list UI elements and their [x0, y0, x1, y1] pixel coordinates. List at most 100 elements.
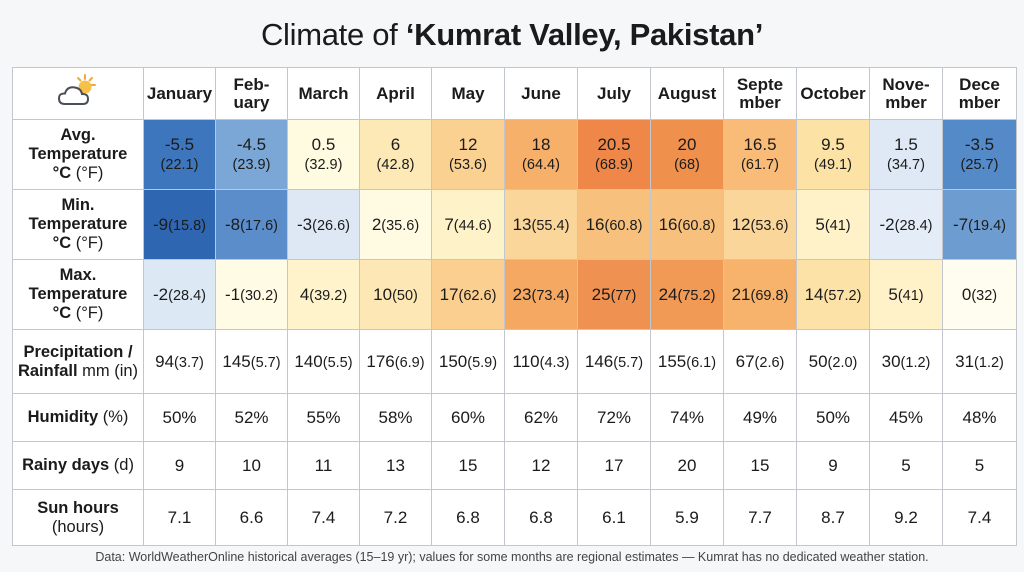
value-secondary: (4.3) [539, 354, 570, 371]
value-primary: -5.5 [164, 134, 195, 154]
value-cell: 5 [942, 441, 1017, 490]
value-secondary: (5.9) [467, 354, 498, 371]
value-cell: 6.6 [215, 489, 288, 546]
value-cell: 4(39.2) [287, 259, 360, 330]
value-cell: 16.5 (61.7) [723, 119, 797, 190]
row-min-temperature: Min. Temperature °C (°F) -9(15.8) -8(17.6)… [12, 189, 1017, 260]
value-primary: 0.5 [311, 134, 336, 154]
title-prefix: Climate of [260, 17, 406, 52]
row-label: Precipitation / Rainfall mm (in) [12, 329, 144, 394]
value-primary: 140 [294, 351, 323, 371]
value-secondary: (1.2) [974, 354, 1004, 371]
value-primary: -9 [152, 214, 169, 234]
value-cell: 52% [215, 393, 288, 442]
value-primary: 6 [390, 134, 401, 154]
value-cell: 16(60.8) [650, 189, 724, 260]
month-header: June [504, 67, 578, 120]
value-cell: 62% [504, 393, 578, 442]
value-cell: 58% [359, 393, 432, 442]
value-cell: 20 (68) [650, 119, 724, 190]
value-secondary: (5.5) [322, 354, 353, 371]
value-primary: -1 [224, 284, 241, 304]
value-secondary: (2.6) [754, 354, 785, 371]
value-secondary: (5.7) [250, 354, 281, 371]
value-secondary: (60.8) [604, 217, 643, 234]
row-label-text: Precipitation / Rainfall [17, 342, 133, 380]
value-secondary: (35.6) [381, 217, 420, 234]
value-secondary: (22.1) [160, 156, 199, 173]
value-secondary: (30.2) [240, 287, 278, 304]
value-cell: -9(15.8) [143, 189, 216, 260]
value-cell: 25(77) [577, 259, 651, 330]
month-header: April [359, 67, 432, 120]
value-cell: 8.7 [796, 489, 870, 546]
value-cell: 15 [723, 441, 797, 490]
page-title: Climate of ‘Kumrat Valley, Pakistan’ [0, 14, 1024, 56]
value-primary: -3.5 [964, 134, 995, 154]
value-primary: 146 [584, 351, 614, 371]
value-cell: 9 [796, 441, 870, 490]
value-primary: 176 [366, 351, 395, 371]
value-cell: 5(41) [796, 189, 870, 260]
row-label: Avg. Temperature °C (°F) [12, 119, 144, 190]
value-secondary: (50) [392, 287, 418, 304]
value-cell: -3(26.6) [287, 189, 360, 260]
value-secondary: (41) [897, 287, 924, 304]
value-cell: 55% [287, 393, 360, 442]
value-secondary: (55.4) [531, 217, 570, 234]
value-cell: -5.5 (22.1) [143, 119, 216, 190]
value-cell: 5.9 [650, 489, 724, 546]
value-primary: 23 [512, 284, 532, 304]
value-secondary: (61.7) [741, 156, 779, 173]
row-label: Max. Temperature °C (°F) [12, 259, 144, 330]
value-cell: 6 (42.8) [359, 119, 432, 190]
value-primary: 155 [657, 351, 687, 371]
value-primary: 2 [371, 214, 382, 234]
value-cell: 24(75.2) [650, 259, 724, 330]
value-primary: -8 [224, 214, 241, 234]
row-label: Sun hours (hours) [12, 489, 144, 546]
row-label-text: Sun hours [37, 498, 119, 517]
value-secondary: (3.7) [174, 354, 204, 371]
row-label: Min. Temperature °C (°F) [12, 189, 144, 260]
value-cell: 45% [869, 393, 943, 442]
value-cell: 67(2.6) [723, 329, 797, 394]
value-secondary: (44.6) [453, 217, 492, 234]
value-cell: 13(55.4) [504, 189, 578, 260]
value-secondary: (6.9) [394, 354, 425, 371]
value-cell: 11 [287, 441, 360, 490]
value-secondary: (17.6) [240, 217, 278, 234]
row-label-unit: (°F) [71, 164, 104, 182]
row-label-text: Max. Temperature °C [28, 266, 128, 322]
value-primary: 150 [438, 351, 468, 371]
row-label-unit: (hours) [51, 517, 105, 536]
row-label-text: Humidity [27, 408, 99, 426]
value-cell: 7.7 [723, 489, 797, 546]
value-cell: -4.5 (23.9) [215, 119, 288, 190]
value-secondary: (62.6) [458, 287, 497, 304]
value-cell: 48% [942, 393, 1017, 442]
value-secondary: (25.7) [960, 156, 999, 173]
value-cell: 7.2 [359, 489, 432, 546]
month-header: Dece mber [942, 67, 1017, 120]
value-cell: 15 [431, 441, 505, 490]
climate-table: January Feb- uary March April May June July Aug… [12, 67, 1017, 546]
value-cell: 60% [431, 393, 505, 442]
row-rainy-days: Rainy days (d) 9 10 11 13 15 12 17 20 15 9 5 5 [12, 441, 1017, 490]
value-secondary: (32) [971, 287, 998, 304]
row-label: Humidity (%) [12, 393, 144, 442]
value-secondary: (19.4) [968, 217, 1006, 234]
value-secondary: (34.7) [887, 156, 925, 173]
value-secondary: (23.9) [232, 156, 271, 173]
month-header: May [431, 67, 505, 120]
value-secondary: (26.6) [312, 217, 350, 234]
value-secondary: (28.4) [894, 217, 933, 234]
value-cell: 31(1.2) [942, 329, 1017, 394]
value-cell: 0(32) [942, 259, 1017, 330]
value-secondary: (2.0) [827, 354, 858, 371]
value-cell: 155(6.1) [650, 329, 724, 394]
value-secondary: (41) [824, 217, 851, 234]
value-primary: 16.5 [743, 134, 777, 154]
value-cell: 21(69.8) [723, 259, 797, 330]
header-row: January Feb- uary March April May June July Aug… [12, 67, 1017, 120]
